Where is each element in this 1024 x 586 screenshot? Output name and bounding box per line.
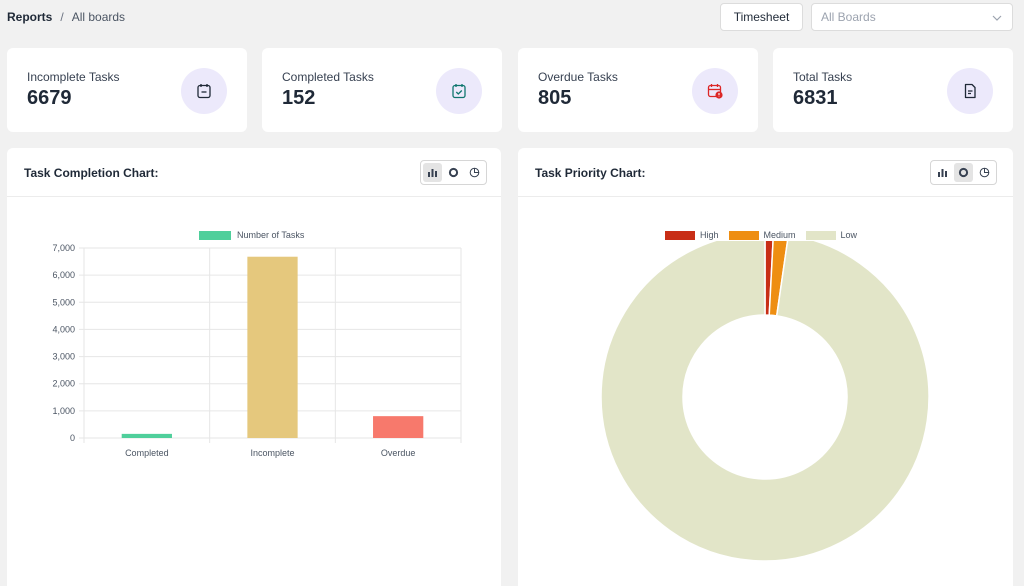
- calendar-alert-icon: [692, 68, 738, 114]
- y-tick-label: 3,000: [52, 352, 75, 362]
- x-tick-label: Incomplete: [250, 448, 294, 458]
- stat-value: 6679: [27, 87, 72, 109]
- y-tick-label: 4,000: [52, 324, 75, 334]
- stat-label: Overdue Tasks: [538, 70, 618, 84]
- top-bar: Reports / All boards Timesheet All Board…: [0, 0, 1024, 34]
- doughnut-chart-view-button[interactable]: [444, 163, 463, 182]
- stat-value: 6831: [793, 87, 838, 109]
- legend-swatch: [805, 230, 836, 240]
- bar-chart-icon: [428, 169, 437, 177]
- breadcrumb: Reports / All boards: [7, 10, 125, 24]
- panel-header: Task Priority Chart:: [518, 148, 1013, 197]
- x-tick-label: Overdue: [381, 448, 416, 458]
- stat-card-total: Total Tasks 6831: [773, 48, 1013, 132]
- doughnut-chart-icon: [958, 167, 969, 178]
- calendar-check-icon: [436, 68, 482, 114]
- panel-title: Task Priority Chart:: [535, 166, 646, 180]
- chart-view-toggle: [420, 160, 487, 185]
- boards-select-value: All Boards: [821, 10, 876, 24]
- stat-value: 152: [282, 87, 316, 109]
- breadcrumb-reports[interactable]: Reports: [7, 10, 53, 24]
- panel-title: Task Completion Chart:: [24, 166, 159, 180]
- legend-item-high[interactable]: High: [665, 230, 719, 240]
- pie-chart-view-button[interactable]: [975, 163, 994, 182]
- timesheet-button[interactable]: Timesheet: [720, 3, 803, 31]
- bar-chart-view-button[interactable]: [933, 163, 952, 182]
- y-tick-label: 6,000: [52, 270, 75, 280]
- bar-chart-icon: [938, 169, 947, 177]
- y-tick-label: 0: [70, 433, 75, 443]
- breadcrumb-separator: /: [60, 10, 64, 24]
- y-tick-label: 1,000: [52, 406, 75, 416]
- document-icon: [947, 68, 993, 114]
- chart-legend: High Medium Low: [665, 230, 867, 240]
- y-tick-label: 7,000: [52, 243, 75, 253]
- stat-card-incomplete: Incomplete Tasks 6679: [7, 48, 247, 132]
- legend-swatch: [728, 230, 759, 240]
- task-completion-panel: Task Completion Chart: Number of Tasks 7…: [7, 148, 501, 586]
- legend-label: Number of Tasks: [237, 230, 305, 240]
- doughnut-chart: [600, 241, 930, 562]
- task-priority-panel: Task Priority Chart: High Medium Low: [518, 148, 1013, 586]
- legend-label: Low: [840, 230, 858, 240]
- legend-swatch: [665, 230, 695, 240]
- stat-label: Completed Tasks: [282, 70, 374, 84]
- pie-chart-icon: [469, 167, 480, 178]
- stat-card-completed: Completed Tasks 152: [262, 48, 502, 132]
- bar-overdue[interactable]: [373, 416, 424, 438]
- chart-view-toggle: [930, 160, 997, 185]
- bar-chart-view-button[interactable]: [423, 163, 442, 182]
- boards-select[interactable]: All Boards: [811, 3, 1013, 31]
- y-tick-label: 2,000: [52, 379, 75, 389]
- chevron-down-icon: [992, 15, 1002, 21]
- bar-completed[interactable]: [121, 433, 172, 438]
- stat-card-overdue: Overdue Tasks 805: [518, 48, 758, 132]
- legend-item-medium[interactable]: Medium: [728, 230, 796, 240]
- doughnut-chart-icon: [448, 167, 459, 178]
- legend-label: High: [700, 230, 719, 240]
- pie-chart-icon: [979, 167, 990, 178]
- bar-chart: 7,000 6,000 5,000 4,000 3,000 2,000 1,000 0 Comp…: [52, 243, 462, 458]
- calendar-minus-icon: [181, 68, 227, 114]
- legend-swatch: [199, 230, 231, 240]
- stat-value: 805: [538, 87, 572, 109]
- legend-label: Medium: [763, 230, 796, 240]
- x-tick-label: Completed: [125, 448, 169, 458]
- legend-item-low[interactable]: Low: [805, 230, 858, 240]
- chart-legend: Number of Tasks: [199, 230, 304, 240]
- stat-label: Total Tasks: [793, 70, 853, 84]
- pie-chart-view-button[interactable]: [465, 163, 484, 182]
- bar-incomplete[interactable]: [247, 256, 298, 438]
- slice-low[interactable]: [600, 241, 930, 562]
- stat-label: Incomplete Tasks: [27, 70, 120, 84]
- y-tick-label: 5,000: [52, 297, 75, 307]
- breadcrumb-current: All boards: [71, 10, 126, 24]
- doughnut-chart-view-button[interactable]: [954, 163, 973, 182]
- panel-header: Task Completion Chart:: [7, 148, 501, 197]
